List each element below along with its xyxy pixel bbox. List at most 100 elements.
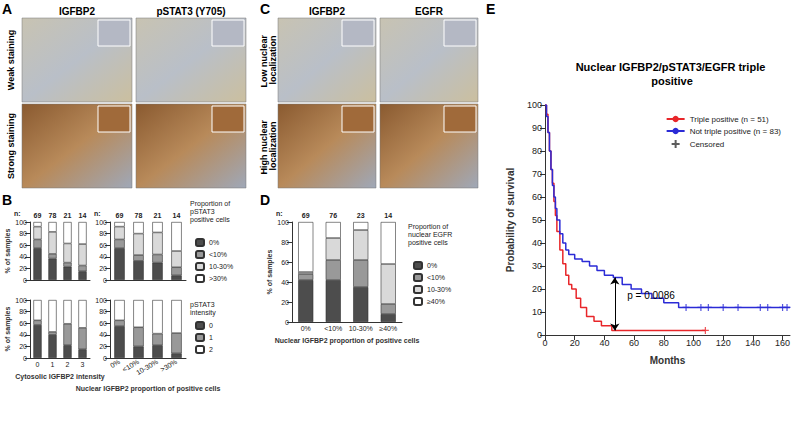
svg-text:pSTAT3: pSTAT3 [190, 301, 217, 309]
svg-text:40: 40 [99, 253, 107, 260]
svg-text:50: 50 [532, 215, 542, 225]
svg-text:E: E [486, 1, 495, 17]
svg-text:80: 80 [19, 230, 27, 237]
svg-text:10-30%: 10-30% [427, 286, 451, 293]
svg-text:2: 2 [209, 346, 213, 353]
svg-text:60: 60 [99, 242, 107, 249]
svg-text:30: 30 [532, 261, 542, 271]
svg-text:60: 60 [19, 320, 27, 327]
svg-text:70: 70 [532, 169, 542, 179]
svg-text:80: 80 [532, 146, 542, 156]
svg-text:0: 0 [23, 277, 27, 284]
svg-text:n:: n: [276, 210, 283, 217]
svg-text:69: 69 [302, 212, 310, 219]
svg-text:Triple positive (n = 51): Triple positive (n = 51) [690, 115, 769, 124]
svg-text:1: 1 [51, 361, 55, 368]
svg-text:20: 20 [281, 299, 289, 306]
svg-text:Nuclear IGFBP2 proportion of p: Nuclear IGFBP2 proportion of positive ce… [76, 385, 221, 393]
svg-text:10: 10 [532, 307, 542, 317]
svg-text:0: 0 [537, 330, 542, 340]
svg-text:≥40%: ≥40% [427, 298, 445, 305]
svg-text:78: 78 [49, 212, 57, 219]
svg-text:140: 140 [745, 338, 760, 348]
svg-text:≥40%: ≥40% [379, 325, 397, 332]
svg-text:positive: positive [651, 75, 693, 87]
svg-text:0%: 0% [301, 325, 311, 332]
svg-text:EGFR: EGFR [415, 6, 444, 17]
svg-text:20: 20 [532, 284, 542, 294]
svg-text:C: C [260, 1, 270, 17]
svg-text:90: 90 [532, 123, 542, 133]
svg-text:positive cells: positive cells [190, 216, 230, 224]
svg-text:Nuclear IGFBP2/pSTAT3/EGFR tri: Nuclear IGFBP2/pSTAT3/EGFR triple [576, 61, 769, 73]
svg-text:21: 21 [64, 212, 72, 219]
svg-text:10-30%: 10-30% [209, 263, 233, 270]
svg-text:Proportion of: Proportion of [408, 223, 450, 231]
svg-text:14: 14 [79, 212, 87, 219]
svg-text:Cytosolic IGFBP2 intensity: Cytosolic IGFBP2 intensity [15, 373, 105, 381]
svg-text:14: 14 [173, 212, 181, 219]
svg-text:20: 20 [570, 338, 580, 348]
svg-text:% of samples: % of samples [4, 229, 12, 274]
svg-text:p = 0.0086: p = 0.0086 [627, 290, 675, 301]
svg-text:40: 40 [599, 338, 609, 348]
svg-text:0: 0 [103, 355, 107, 362]
svg-text:76: 76 [329, 212, 337, 219]
svg-text:1: 1 [209, 334, 213, 341]
svg-text:0: 0 [542, 338, 547, 348]
svg-text:80: 80 [659, 338, 669, 348]
svg-text:80: 80 [19, 308, 27, 315]
svg-text:IGFBP2: IGFBP2 [59, 6, 96, 17]
svg-text:40: 40 [532, 238, 542, 248]
svg-text:% of samples: % of samples [266, 250, 274, 295]
svg-text:60: 60 [19, 242, 27, 249]
svg-text:60: 60 [99, 320, 107, 327]
svg-text:60: 60 [532, 192, 542, 202]
svg-text:20: 20 [99, 265, 107, 272]
svg-text:Proportion of: Proportion of [190, 200, 232, 208]
svg-text:40: 40 [19, 253, 27, 260]
svg-text:23: 23 [357, 212, 365, 219]
svg-text:positive cells: positive cells [408, 239, 448, 247]
svg-text:pSTAT3: pSTAT3 [190, 208, 217, 216]
svg-text:80: 80 [281, 239, 289, 246]
svg-text:10-30%: 10-30% [135, 358, 159, 376]
svg-text:Weak staining: Weak staining [6, 30, 16, 90]
svg-text:nuclear EGFR: nuclear EGFR [408, 231, 454, 238]
svg-text:0%: 0% [109, 358, 121, 369]
svg-text:80: 80 [99, 308, 107, 315]
svg-text:>30%: >30% [159, 358, 178, 373]
svg-text:0: 0 [103, 277, 107, 284]
svg-text:100: 100 [95, 297, 107, 304]
svg-text:20: 20 [19, 265, 27, 272]
svg-text:n:: n: [94, 210, 101, 217]
svg-text:% of samples: % of samples [4, 307, 12, 352]
svg-text:localization: localization [268, 121, 278, 170]
svg-text:localization: localization [268, 35, 278, 84]
svg-text:14: 14 [384, 212, 392, 219]
svg-text:10-30%: 10-30% [349, 325, 373, 332]
svg-text:<10%: <10% [324, 325, 342, 332]
svg-text:Months: Months [650, 355, 686, 366]
svg-text:0%: 0% [209, 239, 219, 246]
svg-text:0: 0 [23, 355, 27, 362]
svg-text:20: 20 [19, 343, 27, 350]
svg-text:160: 160 [775, 338, 790, 348]
svg-text:60: 60 [629, 338, 639, 348]
svg-text:2: 2 [66, 361, 70, 368]
svg-text:100: 100 [686, 338, 701, 348]
svg-text:Not triple positive (n = 83): Not triple positive (n = 83) [690, 127, 782, 136]
svg-text:3: 3 [81, 361, 85, 368]
svg-text:n:: n: [14, 210, 21, 217]
svg-text:Nuclear IGFBP2 proportion of p: Nuclear IGFBP2 proportion of positive ce… [275, 337, 420, 345]
svg-text:100: 100 [15, 297, 27, 304]
svg-text:<10%: <10% [427, 274, 445, 281]
svg-text:0%: 0% [427, 262, 437, 269]
svg-text:<10%: <10% [209, 251, 227, 258]
svg-text:21: 21 [154, 212, 162, 219]
svg-text:Censored: Censored [690, 140, 725, 149]
svg-text:78: 78 [135, 212, 143, 219]
svg-text:Strong staining: Strong staining [6, 113, 16, 179]
svg-text:60: 60 [281, 259, 289, 266]
svg-text:0: 0 [285, 319, 289, 326]
